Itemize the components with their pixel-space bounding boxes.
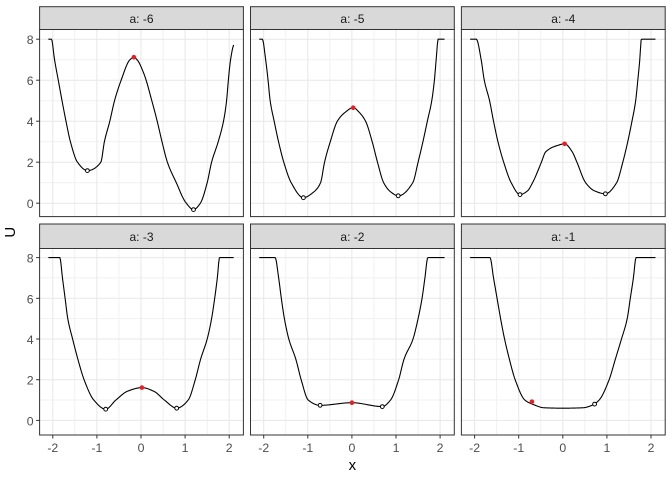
svg-text:2: 2 [437, 441, 444, 455]
svg-text:a: -1: a: -1 [551, 230, 575, 244]
svg-text:a: -4: a: -4 [551, 12, 575, 26]
svg-text:a: -5: a: -5 [340, 12, 364, 26]
svg-text:a: -3: a: -3 [129, 230, 153, 244]
svg-text:-2: -2 [258, 441, 269, 455]
svg-text:2: 2 [27, 374, 34, 388]
svg-text:2: 2 [226, 441, 233, 455]
svg-text:0: 0 [27, 414, 34, 428]
svg-text:-2: -2 [47, 441, 58, 455]
svg-text:-2: -2 [469, 441, 480, 455]
svg-text:0: 0 [27, 197, 34, 211]
svg-text:1: 1 [393, 441, 400, 455]
svg-text:0: 0 [138, 441, 145, 455]
svg-text:1: 1 [182, 441, 189, 455]
svg-text:U: U [2, 227, 19, 238]
svg-text:0: 0 [348, 441, 355, 455]
svg-text:-1: -1 [91, 441, 102, 455]
svg-text:-1: -1 [302, 441, 313, 455]
svg-text:a: -2: a: -2 [340, 230, 364, 244]
svg-text:8: 8 [27, 252, 34, 266]
svg-text:-1: -1 [513, 441, 524, 455]
svg-text:0: 0 [559, 441, 566, 455]
svg-text:4: 4 [27, 333, 34, 347]
svg-text:1: 1 [603, 441, 610, 455]
svg-text:2: 2 [648, 441, 655, 455]
svg-text:a: -6: a: -6 [129, 12, 153, 26]
svg-text:8: 8 [27, 33, 34, 47]
svg-text:4: 4 [27, 115, 34, 129]
svg-text:x: x [349, 457, 357, 474]
svg-text:6: 6 [27, 292, 34, 306]
svg-text:6: 6 [27, 74, 34, 88]
svg-text:2: 2 [27, 156, 34, 170]
